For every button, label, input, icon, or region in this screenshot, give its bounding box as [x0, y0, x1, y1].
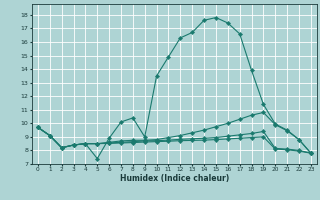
X-axis label: Humidex (Indice chaleur): Humidex (Indice chaleur) [120, 174, 229, 183]
